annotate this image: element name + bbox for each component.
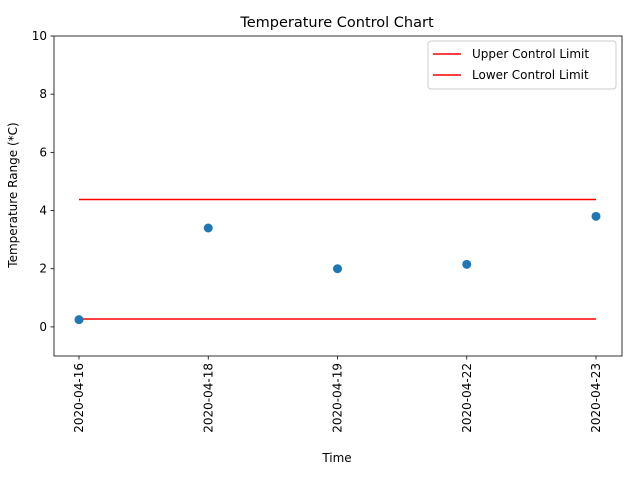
y-axis-label: Temperature Range (*C)	[6, 122, 20, 268]
y-tick-label: 6	[39, 145, 47, 159]
legend-box	[427, 40, 617, 90]
y-tick-label: 8	[39, 87, 47, 101]
x-tick-label: 2020-04-19	[331, 363, 345, 433]
data-point	[203, 223, 213, 233]
data-point	[333, 264, 342, 274]
data-point	[591, 211, 601, 221]
x-tick-label: 2020-04-23	[589, 363, 603, 433]
x-tick-label: 2020-04-18	[201, 363, 215, 433]
legend-label-upper-control-limit: Upper Control Limit	[472, 47, 589, 61]
y-tick-label: 10	[32, 29, 47, 43]
data-point	[74, 315, 84, 325]
x-axis-label: Time	[321, 451, 351, 465]
x-tick-label: 2020-04-16	[72, 363, 86, 433]
plot-area: 0 2 4 6 8 10 2020-04-16 2020-04-18 2020-04-19 202…	[32, 29, 623, 433]
x-tick-label: 2020-04-22	[460, 363, 474, 433]
legend-label-lower-control-limit: Lower Control Limit	[472, 68, 589, 82]
y-tick-label: 2	[39, 262, 47, 276]
chart-title: Temperature Control Chart	[239, 15, 434, 31]
y-tick-label: 0	[39, 320, 47, 334]
y-tick-label: 4	[39, 204, 47, 218]
legend: Upper Control Limit Lower Control Limit	[427, 40, 617, 90]
data-point	[462, 259, 472, 269]
axes-frame	[53, 35, 623, 357]
